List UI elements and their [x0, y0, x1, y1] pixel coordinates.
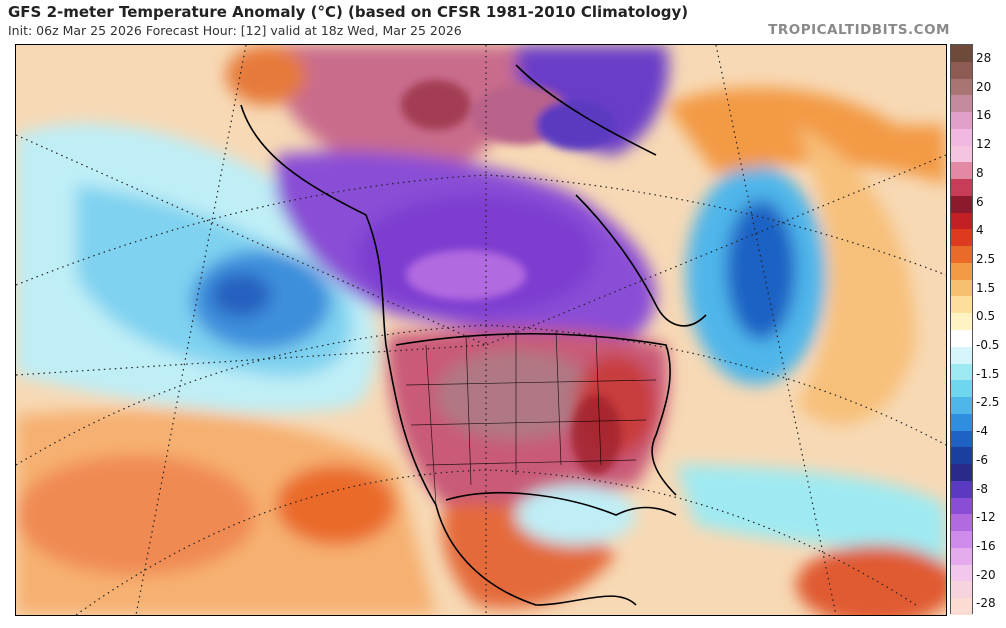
map-title: GFS 2-meter Temperature Anomaly (°C) (ba…: [8, 3, 689, 21]
colorbar-label: 2.5: [976, 251, 996, 266]
colorbar-segment: [951, 145, 972, 163]
colorbar-segment: [951, 330, 972, 348]
colorbar-segment: [951, 195, 972, 214]
colorbar-label: 28: [976, 51, 992, 65]
colorbar-segment: [951, 179, 972, 197]
colorbar-segment: [951, 279, 972, 297]
anomaly-field: [16, 45, 946, 615]
colorbar-segment: [951, 313, 972, 331]
colorbar-label: 1.5: [976, 280, 996, 295]
colorbar-label: -2.5: [976, 395, 1000, 410]
colorbar-segment: [951, 45, 972, 63]
colorbar-label: 4: [976, 223, 984, 238]
brand-watermark[interactable]: TROPICALTIDBITS.COM: [768, 22, 950, 38]
anomaly-map: [15, 44, 947, 616]
colorbar-segment: [951, 464, 972, 482]
colorbar-label: 8: [976, 165, 984, 180]
colorbar-segment: [951, 480, 972, 499]
colorbar-segment: [951, 128, 972, 147]
colorbar-segment: [951, 564, 972, 582]
colorbar-segment: [951, 531, 972, 549]
colorbar-segment: [951, 413, 972, 432]
colorbar-segment: [951, 262, 972, 281]
colorbar-label: 12: [976, 137, 992, 152]
colorbar-label: -12: [976, 510, 996, 525]
anomaly-detail: [401, 80, 621, 475]
colorbar-segment: [951, 112, 972, 130]
colorbar-segment: [951, 95, 972, 113]
colorbar-segment: [951, 229, 972, 247]
colorbar-label: -0.5: [976, 338, 1000, 352]
colorbar-segment: [951, 246, 972, 264]
colorbar-segment: [951, 346, 972, 364]
colorbar: [950, 44, 973, 616]
graticule: [16, 45, 946, 615]
colorbar-segment: [951, 497, 972, 515]
colorbar-segment: [951, 162, 972, 180]
colorbar-segment: [951, 581, 972, 599]
colorbar-segment: [951, 514, 972, 532]
colorbar-label: 16: [976, 108, 992, 123]
colorbar-label: -20: [976, 567, 996, 582]
colorbar-label: -8: [976, 481, 988, 496]
colorbar-segment: [951, 212, 972, 230]
colorbar-segment: [951, 547, 972, 566]
colorbar-label: -6: [976, 452, 988, 467]
colorbar-label: -4: [976, 424, 988, 439]
colorbar-label: 20: [976, 79, 992, 94]
map-subtitle: Init: 06z Mar 25 2026 Forecast Hour: [12…: [8, 23, 462, 38]
map-canvas: [16, 45, 946, 615]
colorbar-label: -28: [976, 596, 996, 611]
colorbar-segment: [951, 61, 972, 79]
colorbar-segment: [951, 296, 972, 314]
colorbar-segment: [951, 447, 972, 465]
colorbar-segment: [951, 430, 972, 448]
colorbar-segment: [951, 397, 972, 415]
state-boundaries: [405, 329, 657, 506]
colorbar-label: 0.5: [976, 309, 996, 324]
coastlines: [240, 64, 707, 606]
colorbar-segment: [951, 380, 972, 398]
colorbar-label: -16: [976, 538, 996, 553]
colorbar-label: 6: [976, 194, 984, 209]
colorbar-label: -1.5: [976, 366, 1000, 381]
colorbar-segment: [951, 598, 972, 616]
colorbar-segment: [951, 363, 972, 381]
colorbar-segment: [951, 78, 972, 96]
